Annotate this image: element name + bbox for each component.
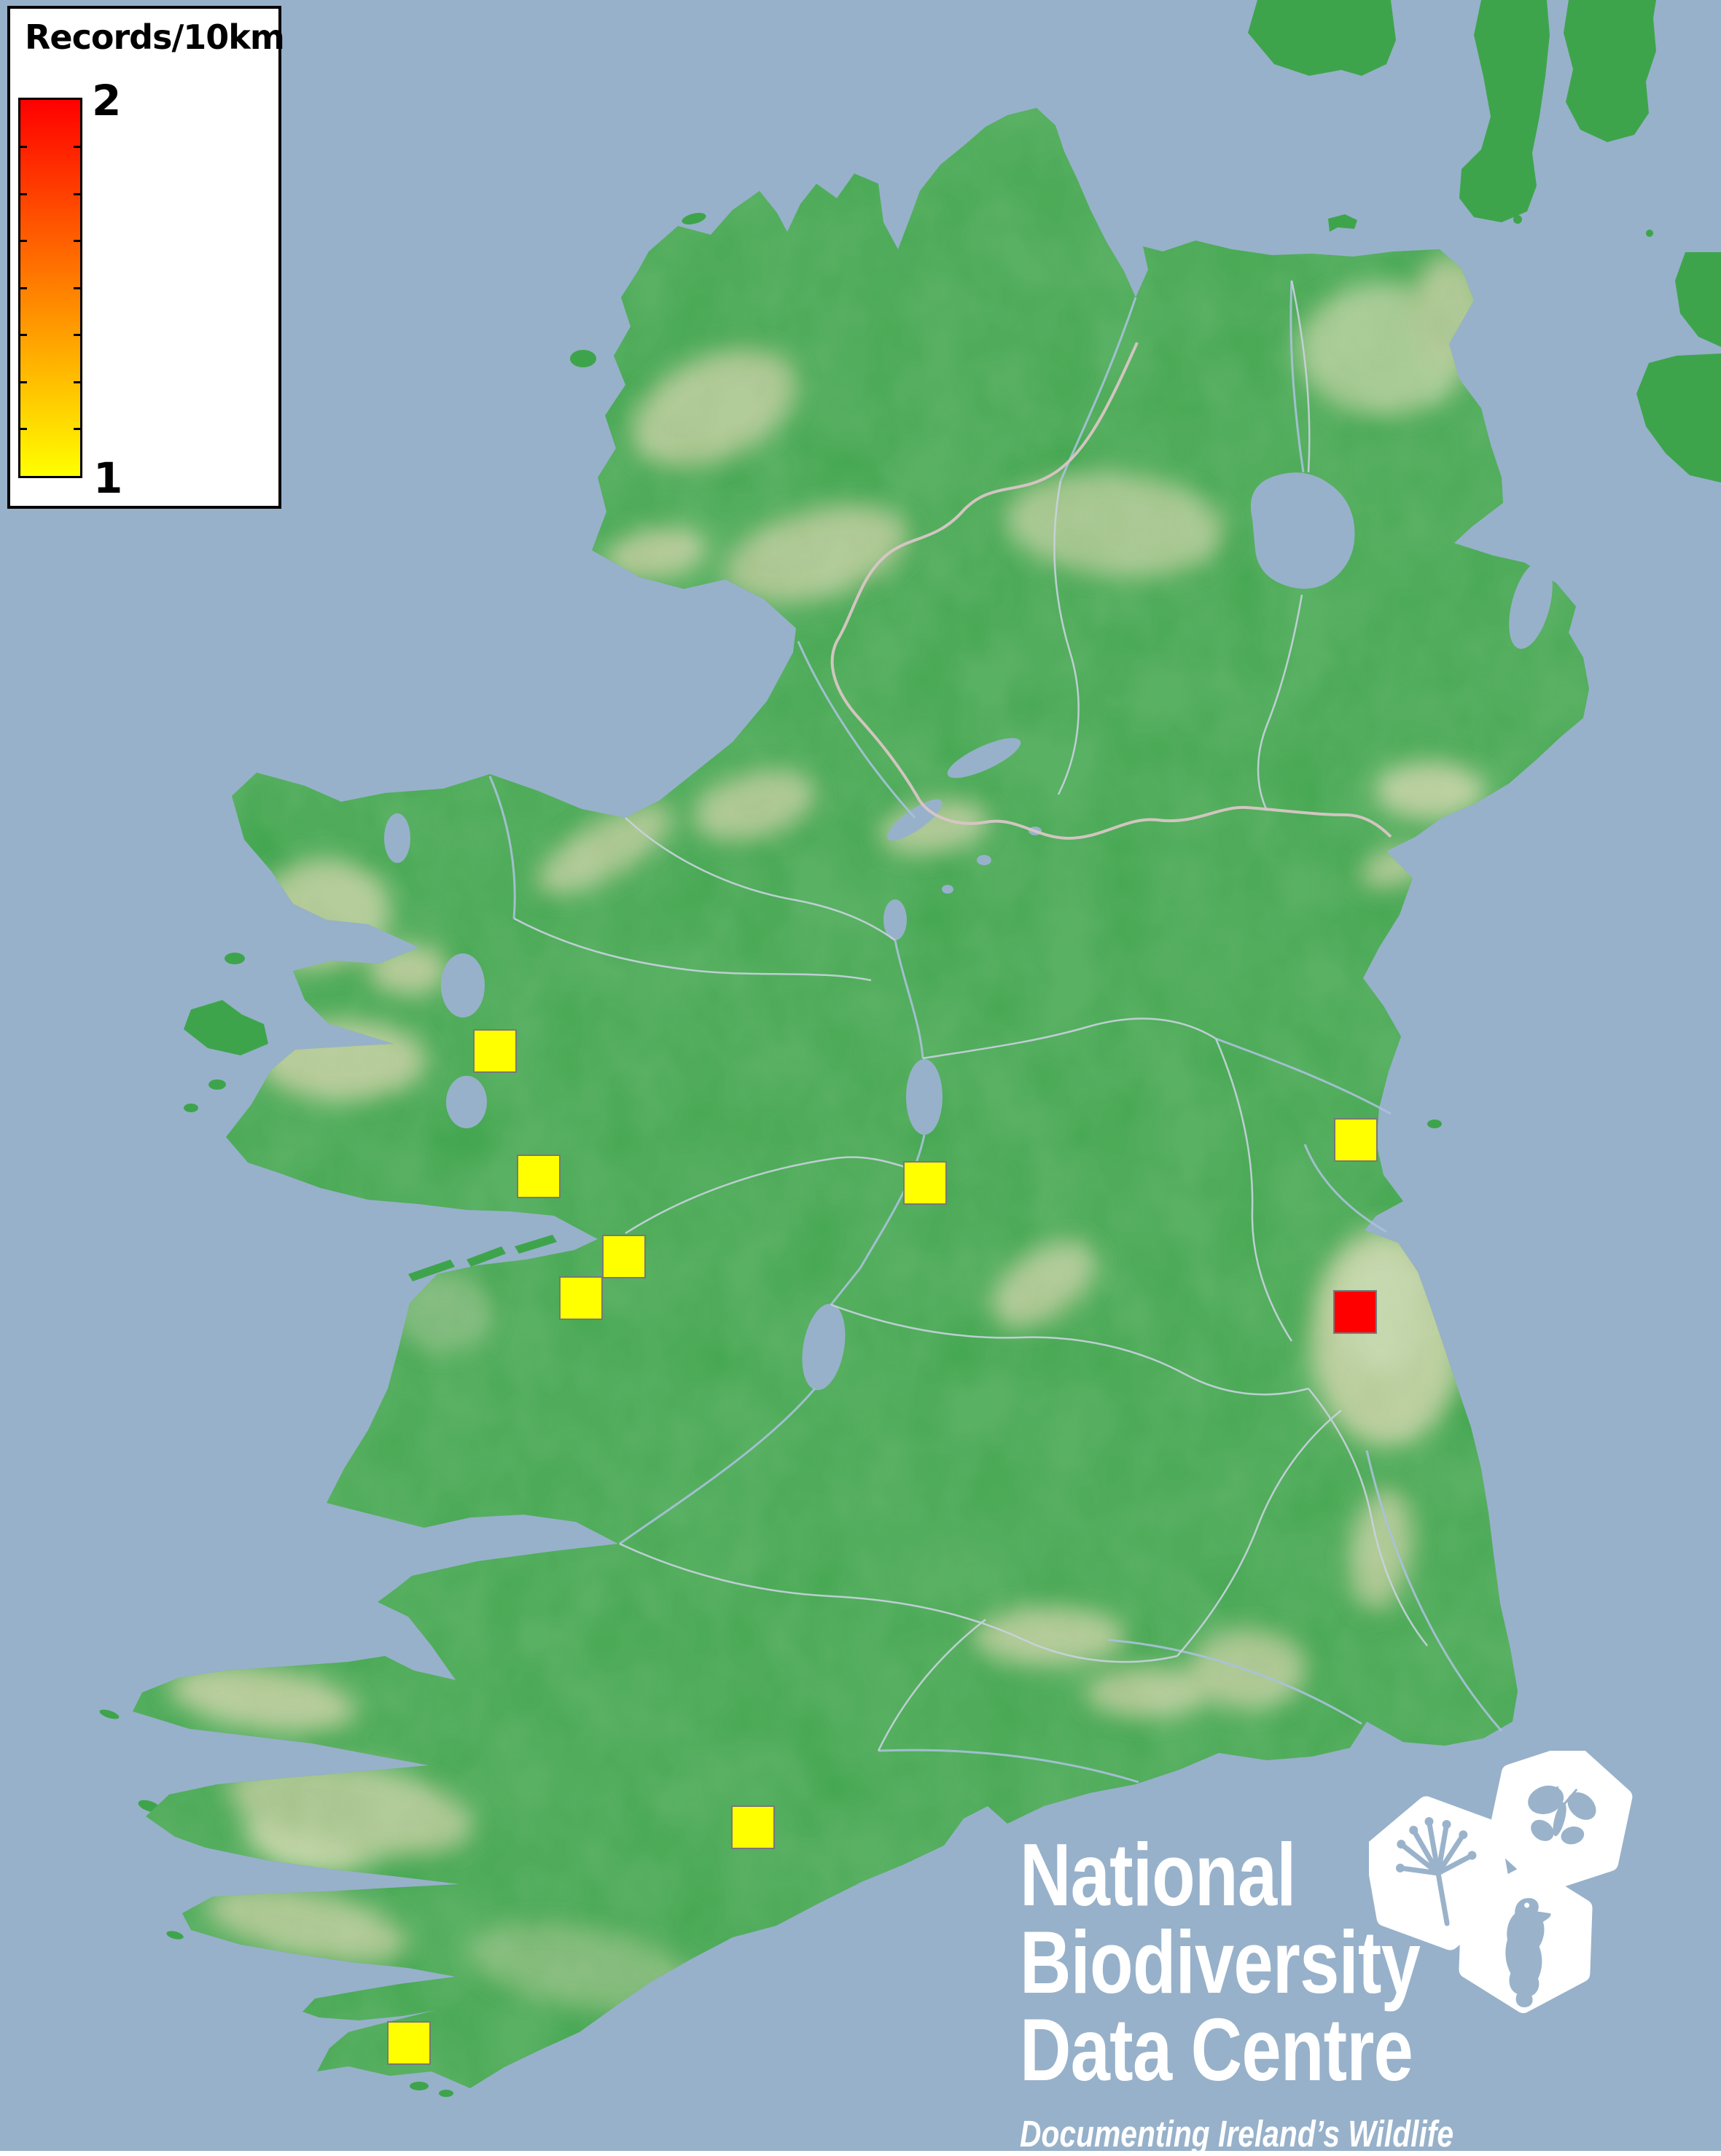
record-grid-square: [387, 2021, 431, 2065]
butterfly-hexagon-icon: [1487, 1751, 1633, 1892]
logo-line-2: Biodiversity: [1020, 1913, 1421, 2012]
legend-tick: [74, 428, 80, 430]
legend-tick: [74, 334, 80, 336]
logo-line-1: National: [1020, 1825, 1296, 1924]
record-grid-square: [602, 1235, 646, 1278]
offshore-islands: [99, 213, 1442, 2097]
record-grid-square: [903, 1161, 947, 1205]
record-grid-square: [473, 1029, 517, 1073]
legend-tick: [20, 334, 27, 336]
logo-line-3: Data Centre: [1020, 2000, 1413, 2099]
legend-tick: [20, 286, 27, 289]
legend-box: Records/10km 2 1: [7, 6, 285, 509]
legend-gradient-bar: [18, 98, 82, 478]
legend-tick: [20, 428, 27, 430]
legend-tick: [74, 146, 80, 148]
legend-min-label: 1: [93, 453, 123, 503]
record-squares-layer: [387, 1029, 1378, 2065]
record-grid-square: [1333, 1290, 1377, 1334]
logo-tagline: Documenting Ireland’s Wildlife: [1020, 2113, 1454, 2155]
county-boundaries: [513, 280, 1428, 1751]
legend-title: Records/10km: [25, 17, 285, 57]
nbdc-logo-text: National Biodiversity Data Centre Docume…: [1020, 1825, 1454, 2156]
rivers: [488, 280, 1503, 1784]
scotland-coast: [1248, 0, 1721, 483]
record-grid-square: [559, 1276, 603, 1320]
legend-tick: [74, 240, 80, 242]
legend-tick: [20, 192, 27, 195]
legend-tick: [74, 286, 80, 289]
legend-tick: [74, 192, 80, 195]
ni-border: [830, 342, 1392, 840]
record-grid-square: [1334, 1118, 1378, 1162]
legend-tick: [20, 146, 27, 148]
legend-tick: [74, 380, 80, 383]
lakes: [384, 472, 1553, 1391]
legend-tick: [20, 380, 27, 383]
legend-tick: [20, 240, 27, 242]
record-grid-square: [731, 1805, 775, 1849]
nbdc-logo-hexagons: [1369, 1751, 1633, 2013]
seahorse-hexagon-icon: [1459, 1864, 1593, 2013]
legend-max-label: 2: [92, 76, 122, 125]
record-grid-square: [517, 1155, 561, 1198]
